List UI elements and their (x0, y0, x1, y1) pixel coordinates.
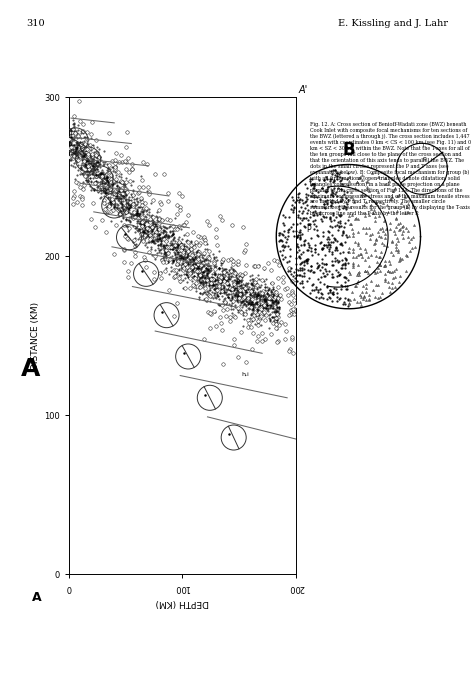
Text: Fig. 12. A: Cross section of Benioff-Wadati zone (BWZ) beneath Cook Inlet with c: Fig. 12. A: Cross section of Benioff-Wad… (310, 122, 472, 216)
Text: h,i: h,i (242, 372, 249, 377)
X-axis label: DEPTH (KM): DEPTH (KM) (156, 598, 209, 607)
Text: T: T (421, 143, 425, 148)
Text: P: P (306, 225, 311, 234)
Text: E. Kissling and J. Lahr: E. Kissling and J. Lahr (338, 19, 448, 29)
Text: B: B (342, 141, 355, 159)
Text: A: A (21, 357, 40, 381)
Text: 310: 310 (26, 19, 45, 29)
Y-axis label: DISTANCE (KM): DISTANCE (KM) (31, 302, 40, 370)
Text: A: A (32, 591, 42, 604)
Text: P: P (423, 157, 426, 162)
Text: A': A' (299, 85, 308, 95)
